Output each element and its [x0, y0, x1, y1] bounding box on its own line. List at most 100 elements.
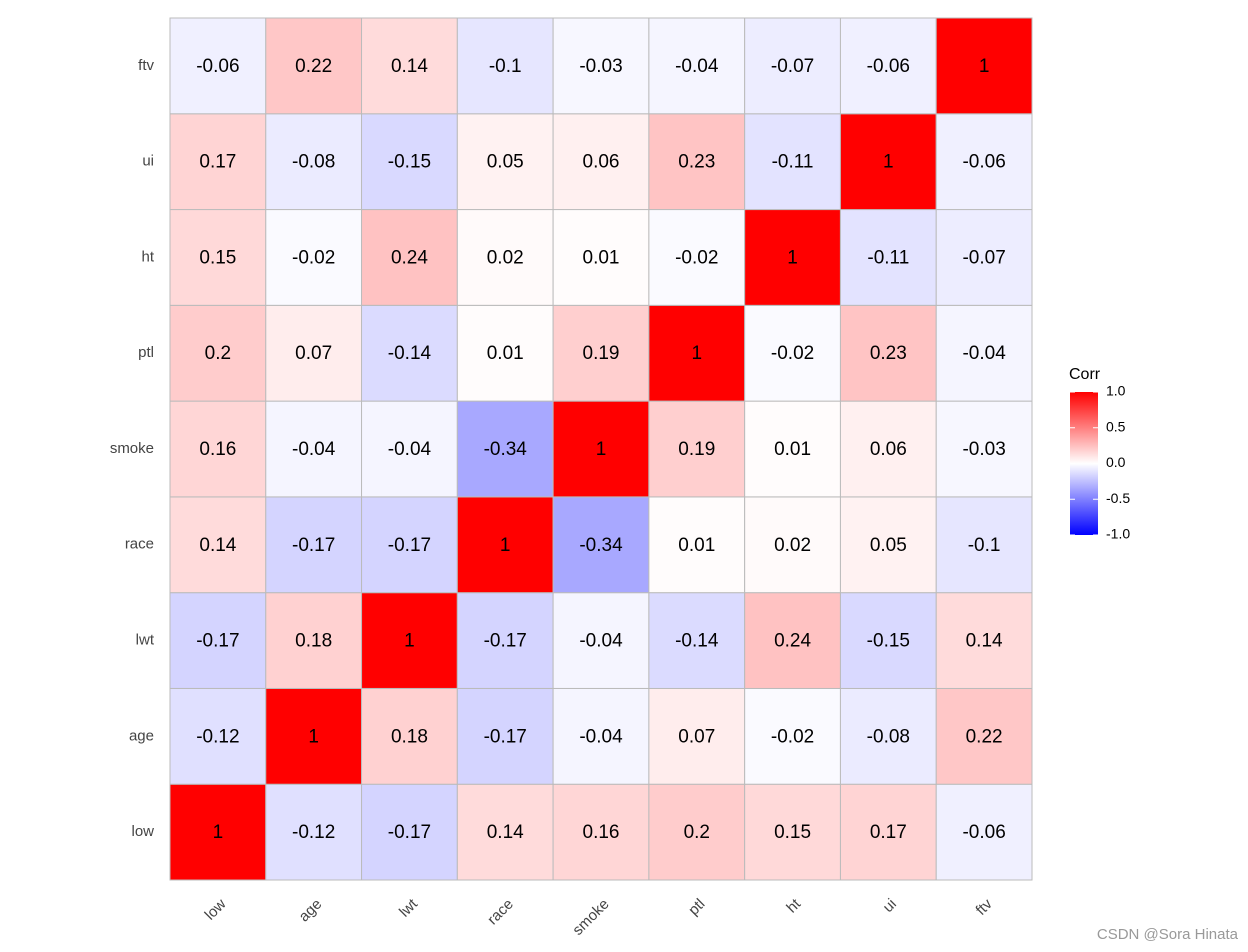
legend-tick-label: -1.0 — [1106, 526, 1130, 542]
cell-label: 0.14 — [391, 56, 428, 77]
cell-label: -0.12 — [292, 822, 335, 843]
cell-label: -0.17 — [388, 822, 431, 843]
cell-label: 0.02 — [774, 535, 811, 556]
cell-label: -0.04 — [962, 343, 1006, 364]
heatmap-cell — [265, 592, 363, 689]
cell-label: 0.16 — [583, 822, 620, 843]
heatmap-cell — [648, 783, 746, 881]
heatmap-cell — [361, 304, 458, 402]
heatmap-cell — [456, 400, 554, 498]
heatmap-cell — [361, 17, 458, 115]
heatmap-cell — [935, 304, 1033, 402]
x-tick-label: ptl — [685, 896, 708, 919]
cell-label: 0.02 — [487, 247, 524, 268]
heatmap-cell — [456, 17, 554, 115]
cell-label: -0.02 — [771, 343, 814, 364]
cell-label: 0.22 — [966, 726, 1003, 747]
cell-label: 0.06 — [870, 439, 907, 460]
cell-label: -0.02 — [771, 726, 814, 747]
cell-label: -0.02 — [675, 247, 718, 268]
y-tick-label: ptl — [138, 344, 154, 361]
cell-label: 0.18 — [391, 726, 428, 747]
cell-label: -0.12 — [196, 726, 239, 747]
heatmap-cell — [456, 687, 554, 785]
heatmap-cell — [361, 113, 458, 211]
cell-label: -0.15 — [388, 152, 431, 173]
cell-label: -0.11 — [867, 247, 909, 268]
cell-label: -0.06 — [962, 152, 1005, 173]
heatmap-cell — [648, 687, 746, 785]
heatmap-cell — [552, 113, 650, 211]
cell-label: 0.2 — [205, 343, 231, 364]
cell-label: -0.03 — [579, 56, 622, 77]
heatmap-cell — [169, 304, 267, 402]
cell-label: 0.07 — [295, 343, 332, 364]
y-tick-label: race — [125, 536, 154, 553]
heatmap-cell — [744, 496, 841, 594]
heatmap-cell — [265, 783, 363, 881]
heatmap-cell — [935, 592, 1033, 689]
cell-label: 1 — [787, 247, 798, 268]
cell-label: 0.18 — [295, 631, 332, 652]
heatmap-cell — [169, 592, 267, 689]
cell-label: 0.01 — [583, 247, 620, 268]
heatmap-cell — [169, 17, 267, 115]
cell-label: -0.08 — [867, 726, 910, 747]
cell-label: 1 — [500, 535, 511, 556]
heatmap-cell — [552, 592, 650, 689]
cell-label: -0.04 — [675, 56, 719, 77]
legend-title: Corr — [1069, 366, 1101, 383]
cell-label: -0.02 — [292, 247, 335, 268]
cell-label: -0.04 — [388, 439, 432, 460]
cell-label: -0.34 — [579, 535, 623, 556]
cell-label: -0.07 — [962, 247, 1005, 268]
heatmap-cell — [935, 17, 1033, 115]
heatmap-cell — [839, 496, 937, 594]
heatmap-cell — [935, 687, 1033, 785]
cell-label: 0.01 — [774, 439, 811, 460]
cell-label: -0.17 — [292, 535, 335, 556]
cell-label: 0.14 — [487, 822, 524, 843]
heatmap-cell — [744, 17, 841, 115]
heatmap-cell — [169, 400, 267, 498]
legend-tick-label: 0.5 — [1106, 418, 1126, 434]
cell-label: 0.15 — [199, 247, 236, 268]
legend-tick-label: -0.5 — [1106, 490, 1130, 506]
heatmap-cell — [265, 17, 363, 115]
heatmap-cell — [361, 592, 458, 689]
heatmap-cell — [744, 783, 841, 881]
cell-label: -0.06 — [196, 56, 239, 77]
y-tick-label: ftv — [138, 57, 154, 74]
heatmap-cell — [265, 496, 363, 594]
heatmap-cell — [744, 592, 841, 689]
cell-label: -0.03 — [962, 439, 1005, 460]
heatmap-cell — [935, 783, 1033, 881]
heatmap-cell — [935, 209, 1033, 306]
cell-label: 0.15 — [774, 822, 811, 843]
cell-label: 0.01 — [678, 535, 715, 556]
heatmap-cell — [169, 783, 267, 881]
cell-label: 0.24 — [774, 631, 811, 652]
heatmap-cell — [839, 209, 937, 306]
cell-label: 0.14 — [966, 631, 1003, 652]
cell-label: 0.14 — [199, 535, 236, 556]
cell-label: -0.17 — [484, 631, 527, 652]
cell-label: 0.06 — [583, 152, 620, 173]
legend-tick-label: 0.0 — [1106, 454, 1126, 470]
heatmap-cell — [456, 209, 554, 306]
heatmap-cell — [552, 783, 650, 881]
x-tick-label: ht — [783, 895, 804, 916]
cell-label: 0.23 — [870, 343, 907, 364]
heatmap-cell — [935, 496, 1033, 594]
y-tick-label: low — [131, 823, 154, 840]
heatmap-cell — [456, 304, 554, 402]
heatmap-cell — [935, 113, 1033, 211]
cell-label: 1 — [308, 726, 319, 747]
x-tick-label: ftv — [973, 895, 997, 919]
cell-label: -0.04 — [579, 726, 623, 747]
heatmap-cell — [169, 496, 267, 594]
heatmap-cell — [839, 783, 937, 881]
heatmap-cell — [648, 400, 746, 498]
cell-label: 0.22 — [295, 56, 332, 77]
